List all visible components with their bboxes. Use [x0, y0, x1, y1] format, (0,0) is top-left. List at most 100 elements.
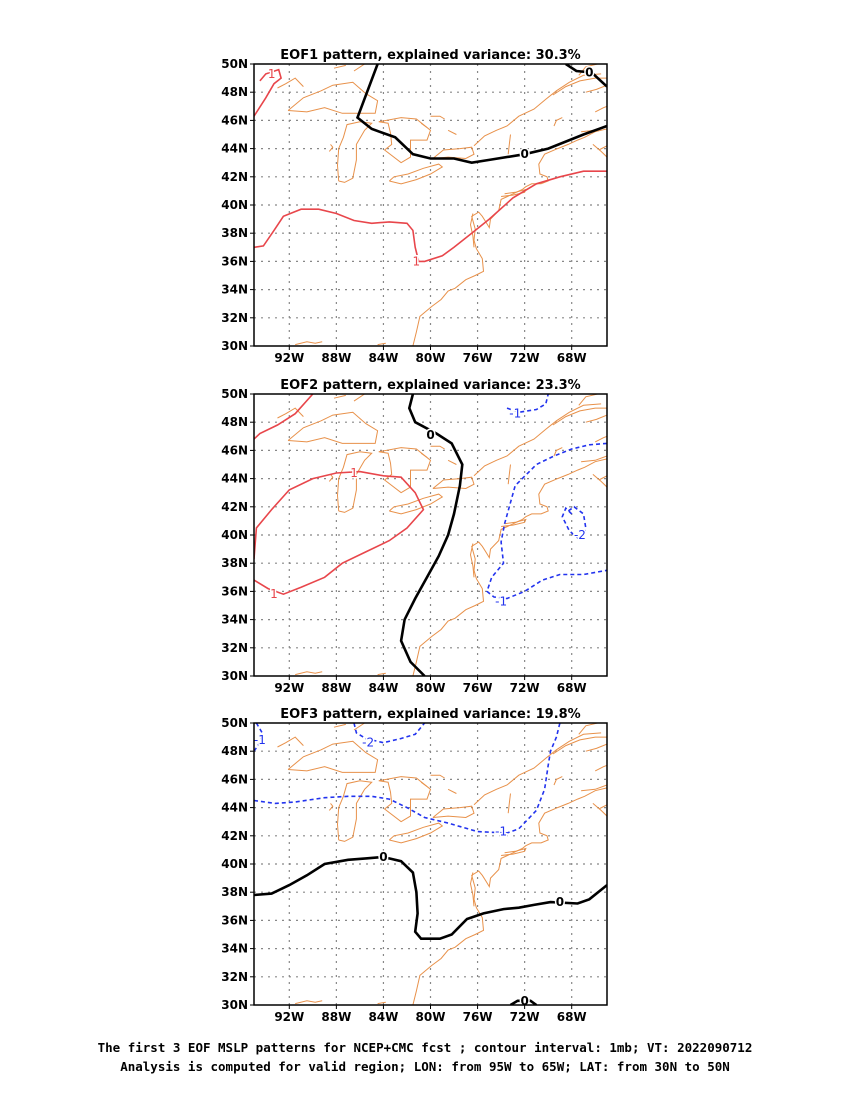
y-tick-label: 30N — [221, 998, 248, 1012]
caption-line-1: The first 3 EOF MSLP patterns for NCEP+C… — [97, 1040, 753, 1055]
y-tick-label: 42N — [221, 170, 248, 184]
y-tick-label: 48N — [221, 415, 248, 429]
coastlines — [277, 394, 607, 676]
x-tick-label: 92W — [274, 681, 304, 695]
x-tick-label: 88W — [321, 681, 351, 695]
y-tick-label: 40N — [221, 198, 248, 212]
y-tick-label: 38N — [221, 885, 248, 899]
y-tick-label: 44N — [221, 142, 248, 156]
y-tick-label: 44N — [221, 801, 248, 815]
y-tick-label: 36N — [221, 584, 248, 598]
x-tick-label: 92W — [274, 351, 304, 365]
contour-label: 0 — [585, 65, 593, 79]
y-tick-label: 34N — [221, 613, 248, 627]
contour-label: -2 — [362, 736, 374, 750]
y-tick-label: 42N — [221, 500, 248, 514]
contour-line — [254, 855, 607, 940]
y-tick-label: 40N — [221, 857, 248, 871]
x-tick-label: 68W — [557, 351, 587, 365]
contour-label: -1 — [495, 594, 507, 608]
x-tick-label: 92W — [274, 1010, 304, 1024]
contour-line — [486, 442, 607, 600]
y-tick-label: 34N — [221, 283, 248, 297]
contour-line — [254, 170, 607, 263]
contour-line — [254, 723, 264, 752]
contour-label: -1 — [254, 733, 266, 747]
contour-line — [254, 68, 283, 117]
x-tick-label: 88W — [321, 351, 351, 365]
x-tick-label: 80W — [416, 681, 446, 695]
contour-line — [254, 723, 561, 834]
eof-panel-3: EOF3 pattern, explained variance: 19.8% 0… — [221, 707, 608, 1024]
coastlines — [277, 64, 607, 346]
contour-line — [254, 470, 425, 596]
contour-label: 0 — [556, 895, 564, 909]
x-tick-label: 76W — [463, 351, 493, 365]
contour-line — [355, 64, 607, 165]
eof-panel-2: EOF2 pattern, explained variance: 23.3% 0… — [221, 378, 608, 695]
y-tick-label: 30N — [221, 339, 248, 353]
y-tick-label: 50N — [221, 387, 248, 401]
contour-label: 1 — [268, 67, 276, 81]
x-tick-label: 72W — [510, 1010, 540, 1024]
contour-label: 0 — [520, 994, 528, 1008]
contour-line — [565, 64, 607, 88]
x-tick-label: 80W — [416, 351, 446, 365]
y-tick-label: 32N — [221, 311, 248, 325]
contour-label: 0 — [426, 428, 434, 442]
x-tick-label: 72W — [510, 681, 540, 695]
y-tick-label: 40N — [221, 528, 248, 542]
caption-line-2: Analysis is computed for valid region; L… — [120, 1059, 730, 1074]
x-tick-label: 80W — [416, 1010, 446, 1024]
x-tick-label: 84W — [368, 351, 398, 365]
y-tick-label: 48N — [221, 85, 248, 99]
contours — [254, 723, 607, 1005]
panel-title: EOF1 pattern, explained variance: 30.3% — [280, 48, 580, 63]
contours — [254, 394, 607, 676]
contour-line — [561, 505, 587, 542]
grid-lines — [254, 723, 607, 1005]
y-tick-label: 48N — [221, 744, 248, 758]
contour-label: 1 — [350, 466, 358, 480]
y-tick-label: 36N — [221, 254, 248, 268]
contour-line — [399, 394, 464, 676]
coastlines — [277, 723, 607, 1005]
y-tick-label: 44N — [221, 472, 248, 486]
x-tick-label: 88W — [321, 1010, 351, 1024]
contour-label: 1 — [270, 587, 278, 601]
contour-label: 1 — [413, 254, 421, 268]
contour-line — [353, 723, 426, 744]
y-tick-label: 42N — [221, 829, 248, 843]
y-tick-label: 32N — [221, 970, 248, 984]
y-tick-label: 50N — [221, 716, 248, 730]
contours — [254, 64, 607, 263]
y-tick-label: 50N — [221, 57, 248, 71]
panel-title: EOF2 pattern, explained variance: 23.3% — [280, 378, 580, 393]
x-tick-label: 76W — [463, 1010, 493, 1024]
eof-panel-1: EOF1 pattern, explained variance: 30.3% 0… — [221, 48, 608, 365]
y-tick-label: 32N — [221, 641, 248, 655]
contour-label: 0 — [379, 850, 387, 864]
contour-label: -1 — [509, 407, 521, 421]
contour-label: -1 — [495, 825, 507, 839]
y-tick-label: 38N — [221, 556, 248, 570]
y-tick-label: 46N — [221, 772, 248, 786]
contour-line — [509, 999, 538, 1005]
panel-title: EOF3 pattern, explained variance: 19.8% — [280, 707, 580, 722]
x-tick-label: 84W — [368, 1010, 398, 1024]
x-tick-label: 68W — [557, 681, 587, 695]
x-tick-label: 76W — [463, 681, 493, 695]
contour-label: 0 — [520, 147, 528, 161]
y-tick-label: 34N — [221, 942, 248, 956]
contour-line — [506, 394, 549, 414]
contour-label: -2 — [574, 528, 586, 542]
y-tick-label: 30N — [221, 669, 248, 683]
grid-lines — [254, 394, 607, 676]
y-tick-label: 36N — [221, 913, 248, 927]
y-tick-label: 46N — [221, 443, 248, 457]
grid-lines — [254, 64, 607, 346]
x-tick-label: 68W — [557, 1010, 587, 1024]
y-tick-label: 38N — [221, 226, 248, 240]
contour-line — [254, 394, 314, 440]
